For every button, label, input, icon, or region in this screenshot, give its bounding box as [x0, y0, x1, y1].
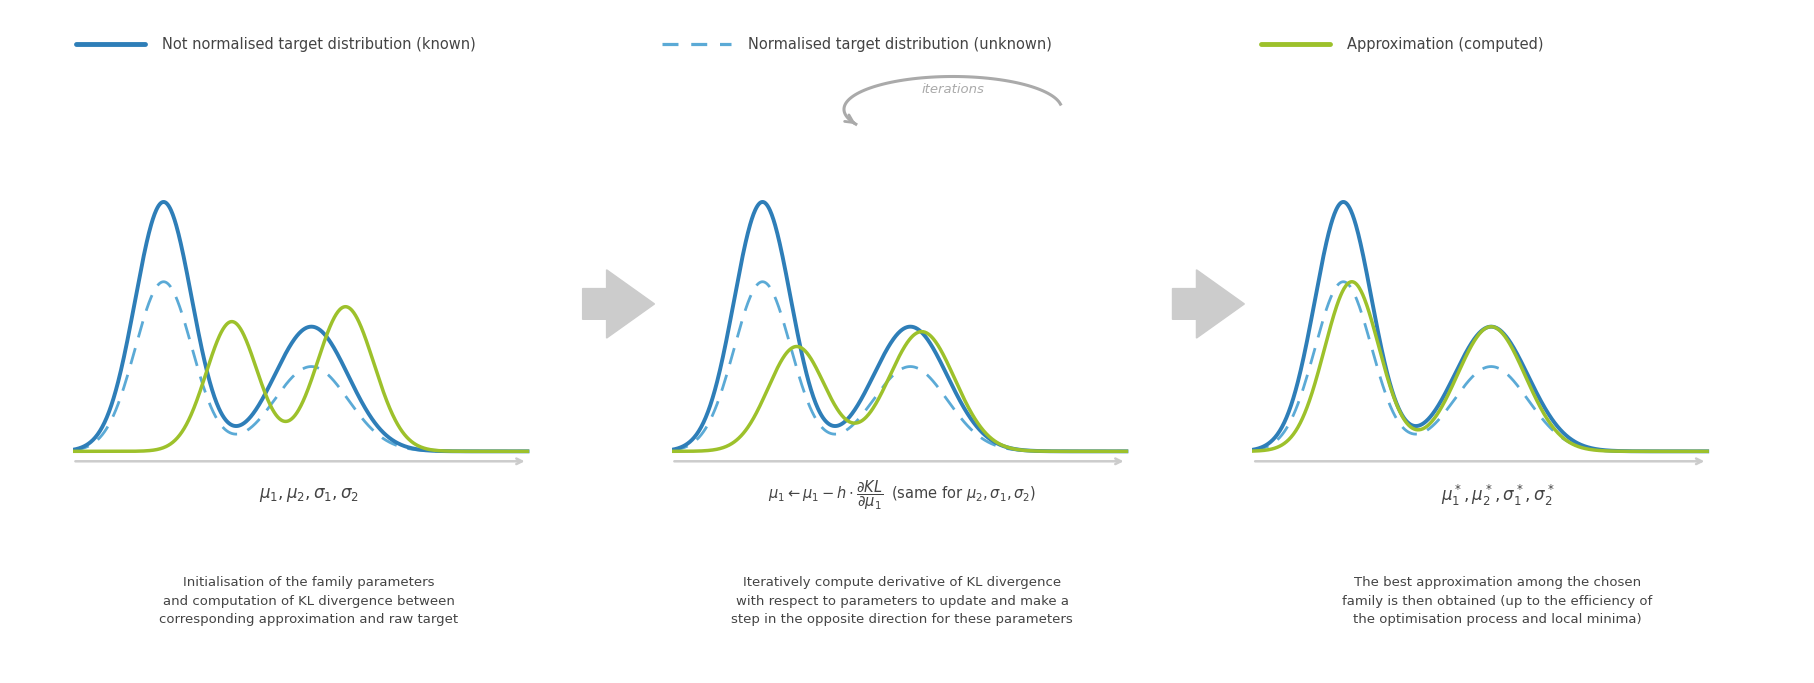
Text: Approximation (computed): Approximation (computed): [1346, 37, 1542, 52]
Text: Iteratively compute derivative of KL divergence
with respect to parameters to up: Iteratively compute derivative of KL div…: [731, 576, 1072, 626]
Text: iterations: iterations: [922, 83, 983, 96]
Text: The best approximation among the chosen
family is then obtained (up to the effic: The best approximation among the chosen …: [1342, 576, 1651, 626]
Text: Not normalised target distribution (known): Not normalised target distribution (know…: [161, 37, 475, 52]
Text: Initialisation of the family parameters
and computation of KL divergence between: Initialisation of the family parameters …: [160, 576, 457, 626]
FancyArrow shape: [582, 270, 655, 338]
Text: $\mu_1, \mu_2, \sigma_1, \sigma_2$: $\mu_1, \mu_2, \sigma_1, \sigma_2$: [258, 486, 359, 504]
Text: Normalised target distribution (unknown): Normalised target distribution (unknown): [747, 37, 1050, 52]
Text: $\mu^*_1, \mu^*_2, \sigma^*_1, \sigma^*_2$: $\mu^*_1, \mu^*_2, \sigma^*_1, \sigma^*_…: [1440, 483, 1553, 507]
FancyArrow shape: [1172, 270, 1244, 338]
Text: $\mu_1 \leftarrow \mu_1 - h \cdot \dfrac{\partial KL}{\partial \mu_1}$$\;\;$(sam: $\mu_1 \leftarrow \mu_1 - h \cdot \dfrac…: [767, 478, 1036, 512]
